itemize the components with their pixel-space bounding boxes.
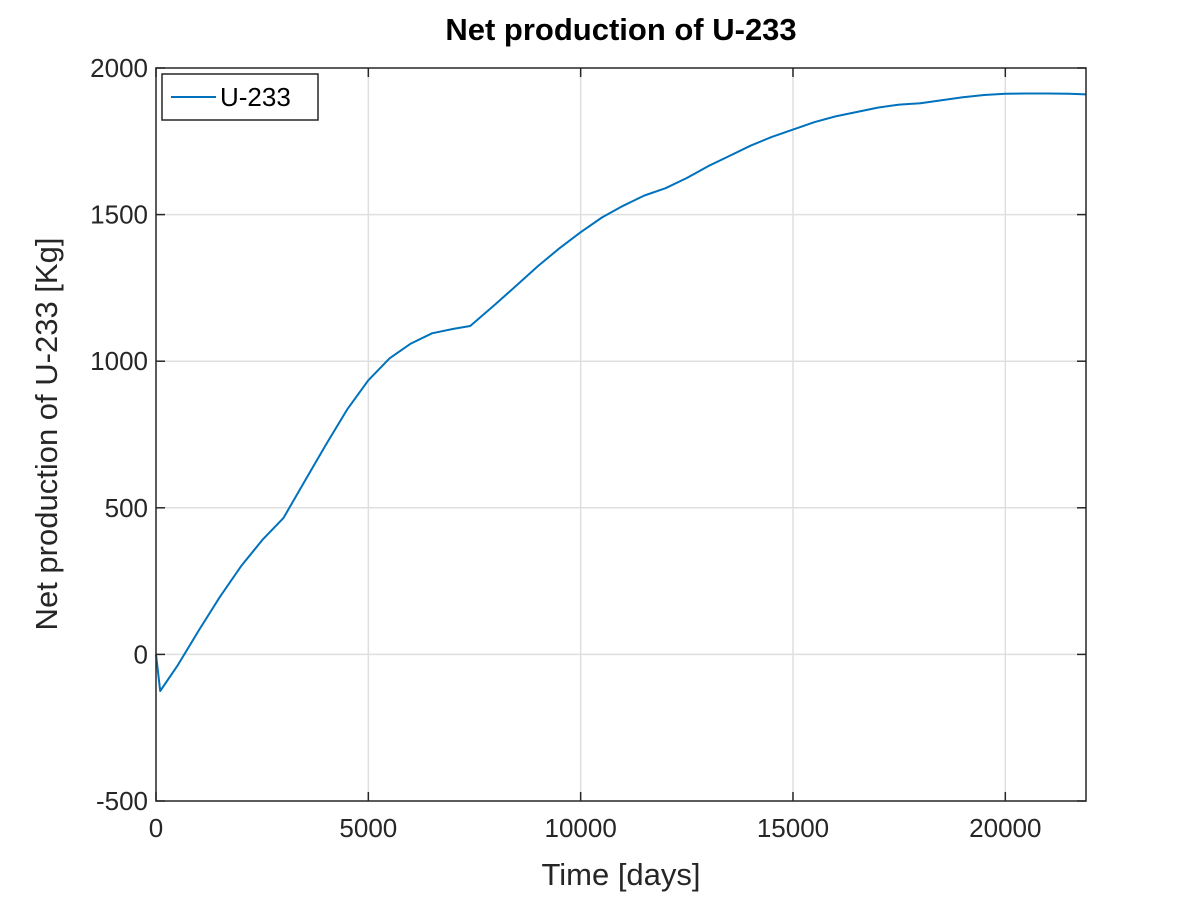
x-tick-labels: 0 5000 10000 15000 20000: [149, 813, 1042, 843]
plot-area: [156, 68, 1086, 801]
y-tick-label: 500: [105, 493, 148, 523]
x-tick-label: 0: [149, 813, 163, 843]
y-tick-label: 1000: [90, 346, 148, 376]
series-group: [155, 92, 1087, 692]
y-tick-label: -500: [96, 786, 148, 816]
x-tick-label: 15000: [757, 813, 829, 843]
legend: U-233: [161, 73, 319, 121]
y-tick-label: 1500: [90, 200, 148, 230]
y-tick-label: 2000: [90, 53, 148, 83]
ticks: [155, 67, 1086, 802]
x-tick-label: 20000: [969, 813, 1041, 843]
grid: [156, 68, 1086, 801]
chart-title: Net production of U-233: [445, 12, 796, 47]
series-line-u233: [155, 92, 1087, 692]
y-tick-labels: -500 0 500 1000 1500 2000: [90, 53, 148, 816]
x-tick-label: 5000: [339, 813, 397, 843]
legend-label: U-233: [220, 82, 291, 112]
x-tick-label: 10000: [545, 813, 617, 843]
x-axis-label: Time [days]: [541, 857, 700, 892]
plot-frame: [155, 67, 1087, 802]
y-axis-label: Net production of U-233 [Kg]: [29, 238, 64, 631]
y-tick-label: 0: [134, 639, 148, 669]
